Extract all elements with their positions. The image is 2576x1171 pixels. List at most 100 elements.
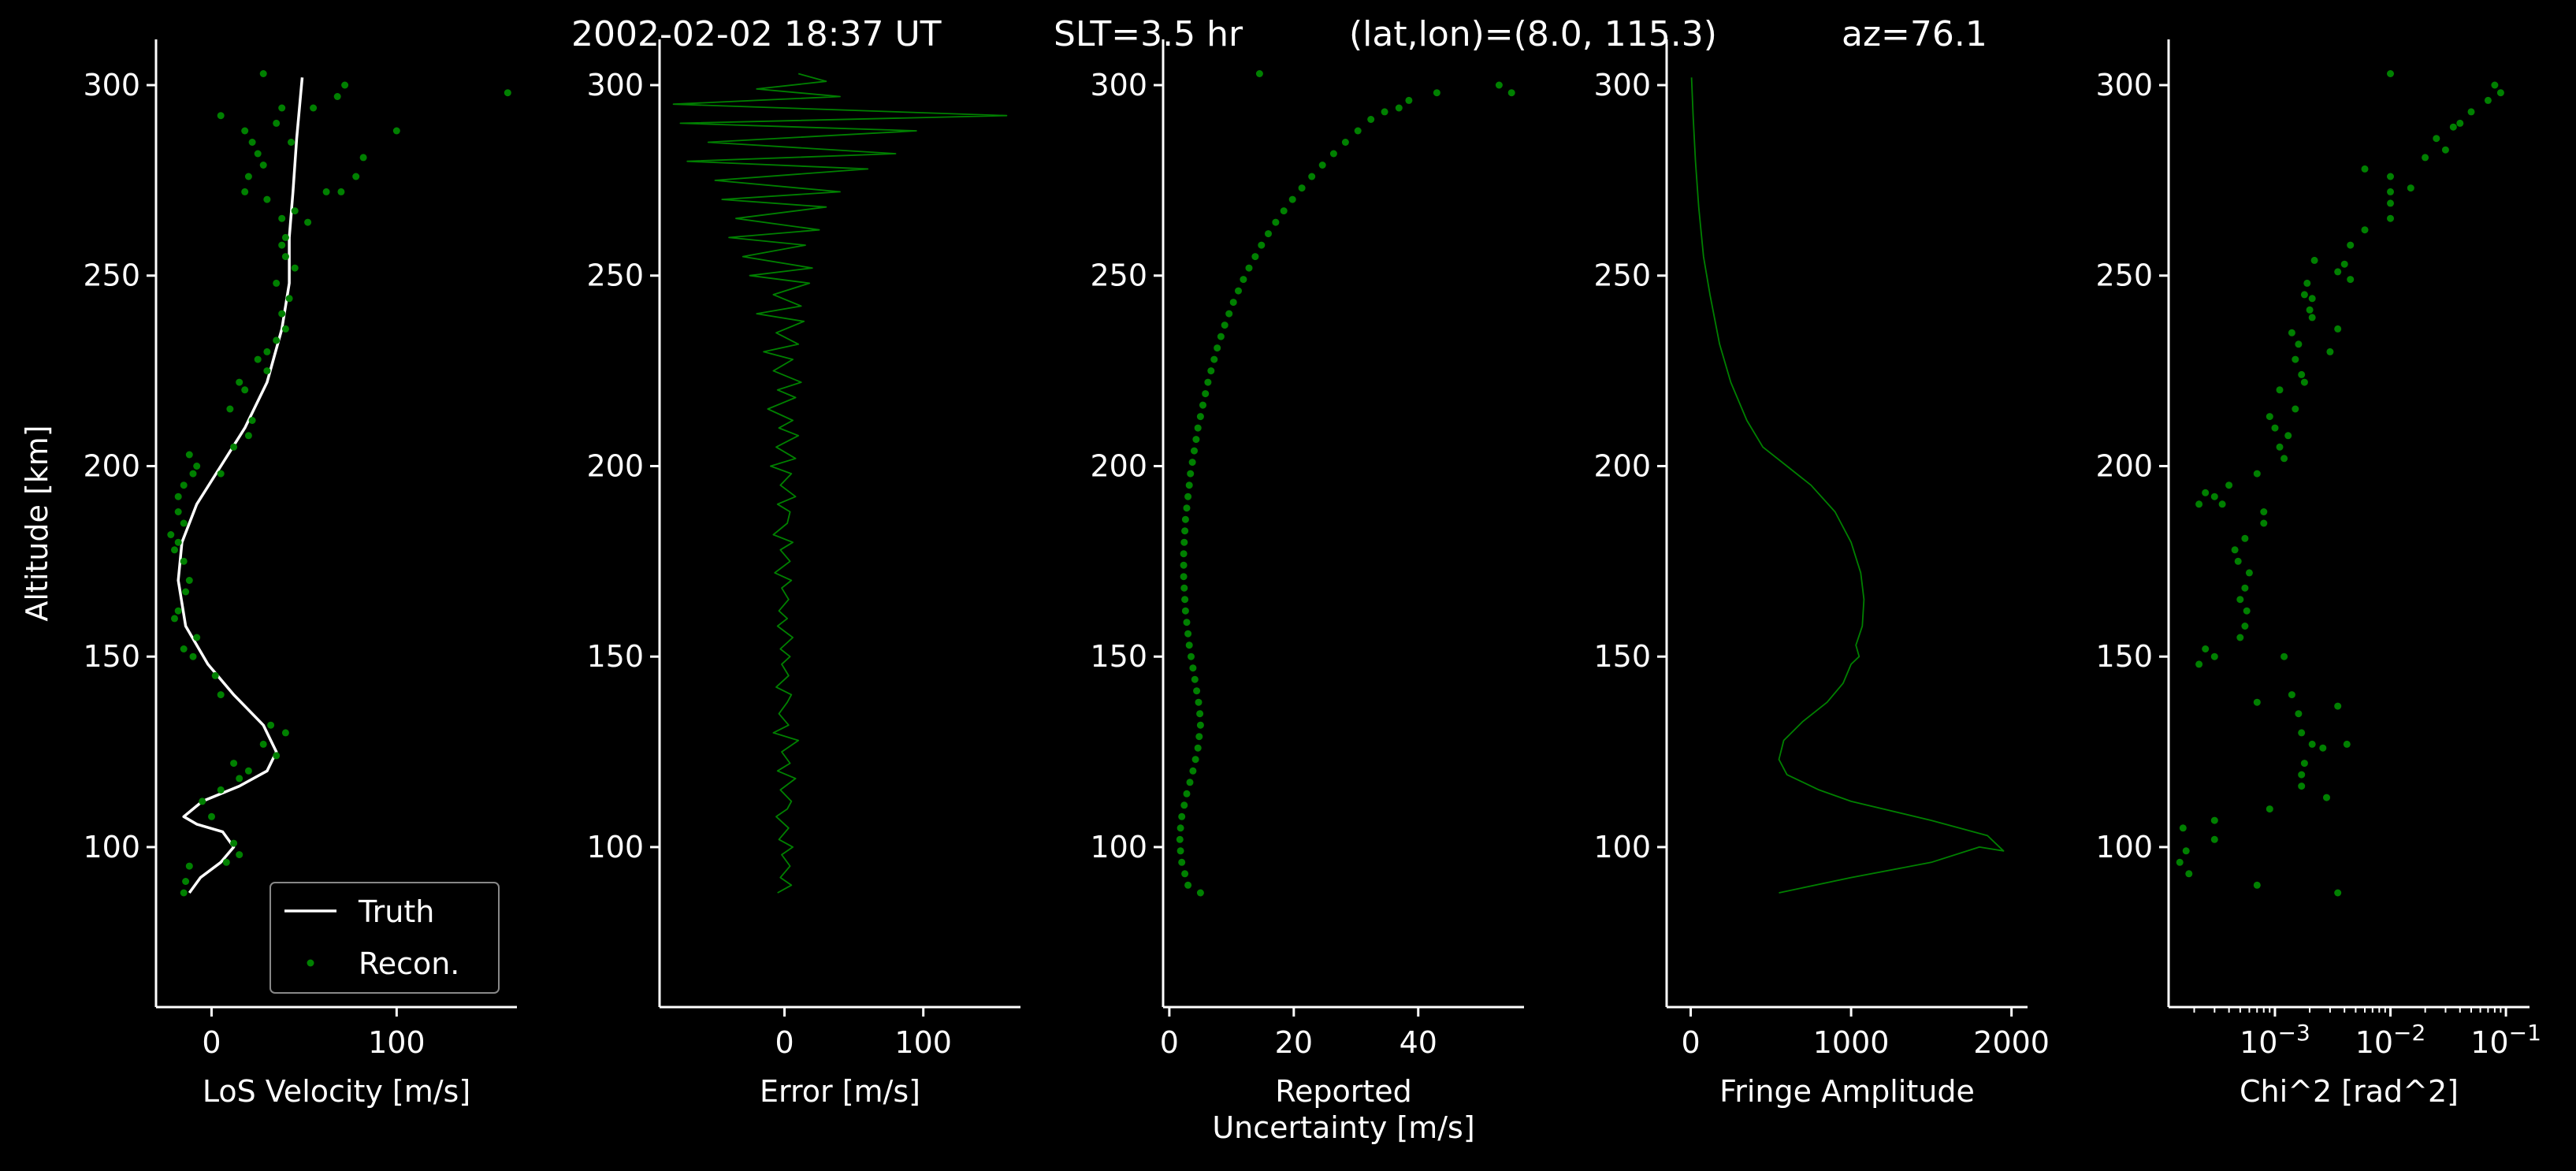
legend: Truth Recon. [269, 882, 500, 994]
data-point [1341, 139, 1349, 146]
data-point [2179, 824, 2187, 832]
data-point [1196, 889, 1204, 897]
data-point [2202, 645, 2210, 652]
data-point [2236, 596, 2244, 604]
recon-point [352, 173, 360, 180]
data-point [2441, 146, 2449, 154]
title-slt: SLT=3.5 hr [1054, 14, 1243, 54]
y-tick-label: 200 [2095, 448, 2153, 483]
data-point [2284, 432, 2292, 440]
recon-point [278, 104, 286, 112]
recon-point [189, 652, 197, 660]
data-point [1176, 824, 1184, 832]
data-point [1176, 835, 1184, 843]
data-point [2298, 783, 2306, 790]
data-point [2210, 816, 2218, 824]
data-point [2295, 340, 2303, 348]
recon-point [185, 451, 193, 459]
y-tick-label: 150 [83, 639, 140, 674]
panel-fringe-amplitude: 100 150 200 250 300 0 1000 2000 Fringe Amplitude [1593, 39, 2050, 1109]
data-point [1176, 847, 1184, 855]
data-point [1192, 436, 1200, 444]
data-point [2300, 378, 2308, 386]
data-point [1196, 710, 1204, 718]
recon-point [281, 325, 289, 333]
x-tick-label: 10−3 [2240, 1020, 2310, 1060]
data-point [1180, 538, 1188, 546]
recon-point [281, 729, 289, 737]
legend-entry-recon: Recon. [359, 946, 459, 981]
data-point [1183, 619, 1191, 626]
data-point [1181, 515, 1189, 523]
data-point [1507, 89, 1515, 97]
recon-point [167, 531, 175, 538]
data-point [2361, 165, 2369, 173]
x-tick-label: 10−2 [2355, 1020, 2426, 1060]
panel-error: 100 150 200 250 300 0 100 Error [m/s] [586, 39, 1020, 1109]
data-point [1367, 116, 1375, 123]
legend-recon-swatch [307, 959, 314, 967]
data-point [2387, 173, 2394, 180]
recon-point [217, 112, 225, 120]
data-point [1204, 378, 1212, 386]
y-tick-label: 200 [1593, 448, 1651, 483]
data-point [2300, 291, 2308, 299]
recon-point [273, 752, 281, 760]
recon-point [291, 264, 299, 272]
data-point [2266, 413, 2273, 421]
data-point [2195, 500, 2203, 508]
data-point [2253, 698, 2261, 706]
data-point [1195, 733, 1203, 741]
data-point [2210, 493, 2218, 500]
data-point [2288, 329, 2295, 336]
y-tick-label: 250 [2095, 258, 2153, 293]
y-tick-label: 200 [586, 448, 644, 483]
recon-point [310, 104, 318, 112]
data-point [1178, 858, 1186, 866]
recon-point [193, 463, 201, 470]
data-point [2343, 740, 2351, 748]
data-point [1258, 241, 1266, 249]
recon-point [278, 214, 286, 222]
data-point [2449, 123, 2457, 131]
recon-point [171, 546, 178, 554]
data-point [2266, 805, 2273, 813]
y-tick-label: 150 [1090, 639, 1147, 674]
y-tick-label: 150 [586, 639, 644, 674]
recon-point [180, 645, 188, 652]
data-point [2260, 519, 2268, 527]
data-point [1354, 127, 1362, 135]
recon-point [226, 405, 234, 413]
data-point [2308, 740, 2316, 748]
data-point [2276, 443, 2284, 451]
data-point [2326, 348, 2334, 355]
data-point [1184, 630, 1192, 638]
data-point [1181, 527, 1189, 535]
x-axis-label: Reported Uncertainty [m/s] [1212, 1074, 1474, 1145]
recon-point [285, 295, 293, 303]
data-point [1195, 698, 1203, 706]
recon-point [174, 607, 182, 615]
recon-point [244, 173, 252, 180]
recon-point [185, 577, 193, 584]
data-point [2225, 481, 2233, 489]
data-point [1225, 310, 1233, 318]
y-tick-label: 300 [586, 68, 644, 102]
data-point [1193, 687, 1201, 695]
panel-los-velocity: 100 150 200 250 300 0 100 LoS Velocity [m/s] Alt… [20, 39, 517, 1109]
x-tick-label: 0 [775, 1025, 794, 1060]
data-point [2210, 835, 2218, 843]
x-tick-label: 2000 [1973, 1025, 2050, 1060]
data-point [2334, 702, 2342, 710]
data-point [1184, 493, 1192, 500]
data-point [2387, 188, 2394, 195]
data-point [1181, 596, 1189, 604]
x-tick-label: 20 [1275, 1025, 1313, 1060]
title-latlon: (lat,lon)=(8.0, 115.3) [1349, 14, 1717, 54]
recon-point [222, 858, 230, 866]
data-point [2218, 500, 2226, 508]
data-point [1180, 801, 1188, 809]
y-tick-label: 300 [1090, 68, 1147, 102]
data-point [2241, 534, 2249, 542]
